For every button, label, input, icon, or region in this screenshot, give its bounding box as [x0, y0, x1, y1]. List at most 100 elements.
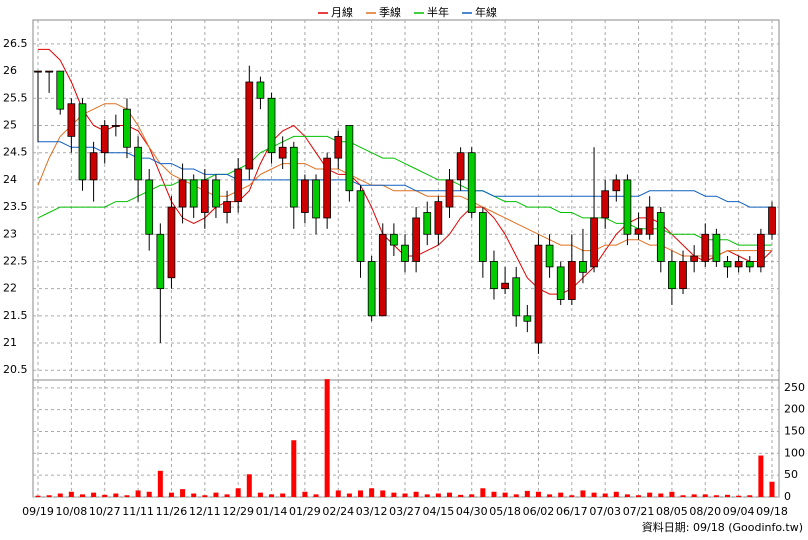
volume-bar [469, 494, 475, 497]
volume-bar [458, 494, 464, 497]
candle-body [378, 233, 387, 317]
x-tick-label: 03/27 [389, 505, 421, 518]
volume-bar [547, 494, 553, 497]
volume-bar [91, 492, 97, 497]
volume-bar [513, 494, 519, 497]
volume-bar [180, 489, 186, 497]
candle-body [634, 228, 643, 235]
y-tick-label: 23 [3, 227, 17, 240]
volume-bar [402, 493, 408, 497]
volume-bar [580, 490, 586, 497]
volume-bar [102, 494, 108, 497]
volume-bar [736, 495, 742, 497]
y2-tick-label: 200 [784, 403, 805, 416]
candle-body [556, 266, 565, 300]
volume-bar [113, 493, 119, 497]
x-tick-label: 07/03 [589, 505, 621, 518]
volume-bar [313, 494, 319, 497]
x-tick-label: 10/08 [56, 505, 88, 518]
x-tick-label: 11/11 [122, 505, 154, 518]
ma-line [38, 141, 772, 208]
candle-body [656, 212, 665, 262]
volume-bar [46, 495, 52, 497]
volume-bar [435, 493, 441, 497]
candle-body [545, 244, 554, 268]
candle-body [212, 179, 220, 208]
candle-body [323, 157, 331, 219]
y-tick-label: 26.5 [3, 37, 28, 50]
candle-body [712, 233, 721, 262]
candle-body [645, 206, 654, 235]
candle-body [234, 168, 243, 203]
x-tick-label: 06/17 [556, 505, 588, 518]
volume-bar [68, 491, 74, 497]
legend-label: 季線 [379, 5, 401, 19]
x-tick-label: 09/18 [756, 505, 788, 518]
x-tick-label: 12/29 [222, 505, 254, 518]
candle-body [56, 70, 65, 110]
y-tick-label: 23.5 [3, 200, 28, 213]
candle-body [45, 70, 53, 73]
candle-body [734, 261, 743, 268]
y-tick-label: 20.5 [3, 363, 28, 376]
candle-body [534, 244, 543, 344]
volume-bar [369, 488, 375, 497]
x-tick-label: 01/14 [256, 505, 288, 518]
x-tick-label: 01/29 [289, 505, 321, 518]
candle-body [301, 179, 309, 213]
volume-bar [747, 495, 753, 497]
volume-bar [769, 481, 775, 497]
volume-bar [658, 493, 664, 497]
candle-body [523, 315, 532, 322]
x-tick-label: 07/21 [623, 505, 655, 518]
volume-bar [702, 494, 708, 497]
candle-body [256, 81, 265, 99]
x-tick-label: 11/26 [156, 505, 188, 518]
y-tick-label: 26 [3, 64, 17, 77]
candle-body [456, 152, 465, 181]
volume-bar [191, 493, 197, 497]
volume-bar [491, 491, 497, 497]
candle-body [745, 261, 754, 268]
volume-bar [280, 493, 286, 497]
volume-bar [391, 492, 397, 497]
x-tick-label: 12/11 [189, 505, 221, 518]
candle-body [189, 179, 198, 208]
y2-tick-label: 250 [784, 381, 805, 394]
candle-body [100, 125, 109, 154]
y-tick-label: 22 [3, 282, 17, 295]
volume-bar [535, 491, 541, 497]
candle-body [668, 261, 676, 290]
candle-body [445, 179, 454, 208]
candle-body [167, 206, 176, 279]
volume-bar [302, 491, 308, 497]
candle-body [679, 261, 687, 290]
volume-bar [602, 493, 608, 497]
y2-tick-label: 0 [784, 490, 791, 503]
volume-bar [168, 492, 174, 497]
x-tick-label: 06/02 [523, 505, 555, 518]
volume-bar [335, 490, 341, 497]
candle-body [312, 179, 320, 219]
volume-bar [135, 490, 141, 497]
volume-bar [569, 495, 575, 497]
volume-bar [146, 491, 152, 497]
volume-bar [624, 494, 630, 497]
volume-bar [235, 488, 241, 497]
candle-body [590, 217, 598, 268]
candle-body [356, 190, 365, 262]
volume-bar [524, 490, 530, 497]
candle-body [467, 152, 476, 213]
x-tick-label: 09/19 [22, 505, 54, 518]
candle-body [390, 233, 398, 246]
volume-bar [79, 494, 85, 497]
candle-body [67, 103, 76, 137]
y-tick-label: 21.5 [3, 309, 28, 322]
candle-body [200, 179, 209, 213]
x-tick-label: 09/04 [723, 505, 755, 518]
volume-bar [636, 495, 642, 497]
legend-label: 半年 [427, 5, 449, 19]
volume-bar [224, 494, 230, 497]
candle-body [690, 255, 698, 262]
candle-body [278, 146, 287, 159]
